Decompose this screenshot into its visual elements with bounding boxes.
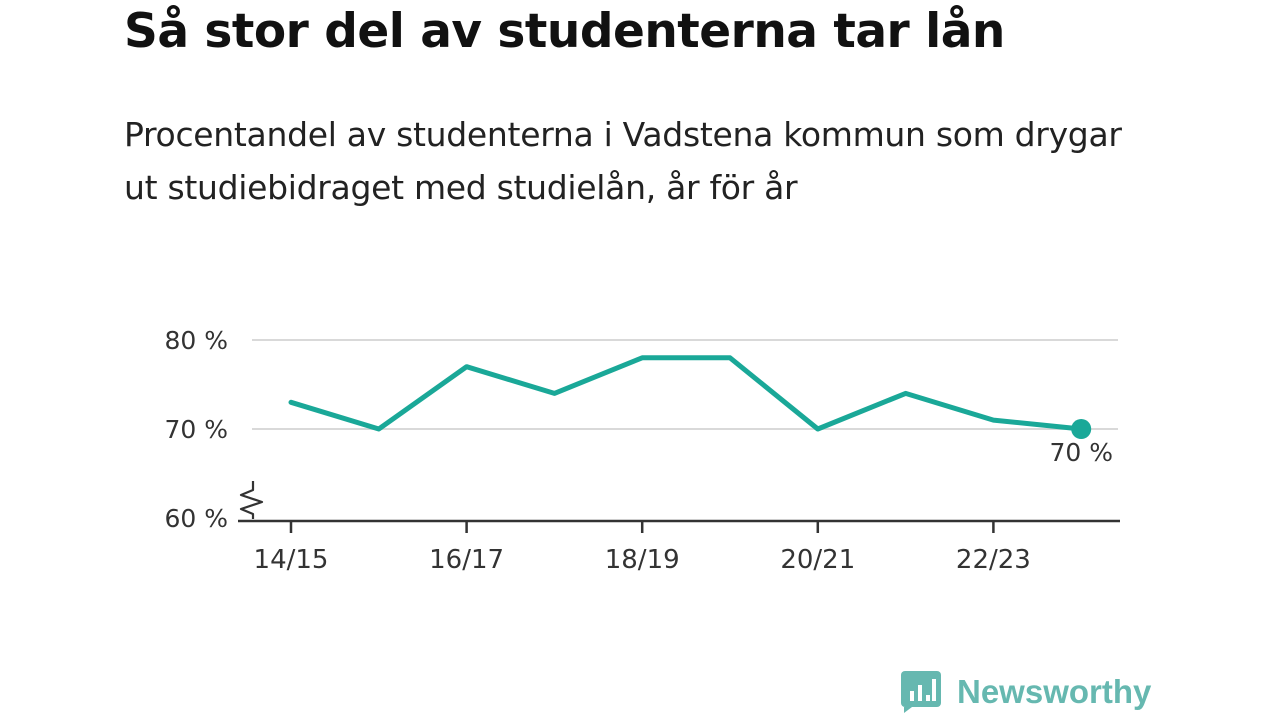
x-tick-label: 14/15 bbox=[254, 545, 329, 575]
end-point-marker bbox=[1071, 419, 1092, 439]
y-axis-break-icon bbox=[239, 481, 264, 519]
y-tick-label: 70 % bbox=[164, 415, 228, 444]
y-axis-ticks: 60 % 70 % 80 % bbox=[164, 326, 228, 533]
newsworthy-logo-icon bbox=[901, 671, 941, 713]
y-tick-label: 80 % bbox=[164, 326, 228, 355]
chart-title: Så stor del av studenterna tar lån bbox=[124, 4, 1005, 59]
end-value-label: 70 % bbox=[1049, 438, 1113, 467]
y-tick-label: 60 % bbox=[164, 504, 228, 533]
chart-subtitle: Procentandel av studenterna i Vadstena k… bbox=[124, 115, 1122, 207]
x-axis-ticks: 14/15 16/17 18/19 20/21 22/23 bbox=[254, 521, 1031, 575]
x-tick-label: 20/21 bbox=[780, 545, 855, 575]
gridlines bbox=[252, 339, 1118, 430]
brand-name: Newsworthy bbox=[957, 673, 1152, 710]
brand-logo: Newsworthy bbox=[901, 671, 1151, 713]
x-tick-label: 16/17 bbox=[429, 545, 504, 575]
x-tick-label: 18/19 bbox=[605, 545, 680, 575]
x-tick-label: 22/23 bbox=[956, 545, 1031, 575]
series-line bbox=[288, 355, 1084, 432]
